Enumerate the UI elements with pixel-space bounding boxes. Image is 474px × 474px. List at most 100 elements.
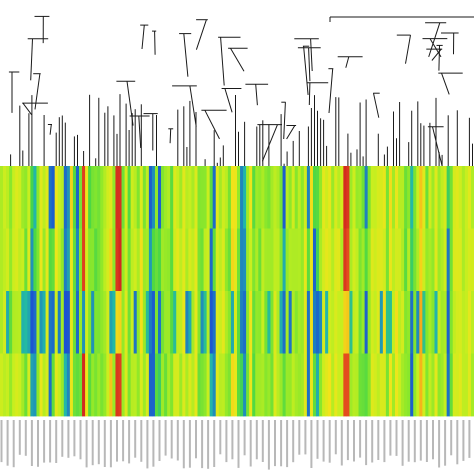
heatmap-cell (115, 353, 119, 417)
heatmap-cell (431, 291, 435, 354)
heatmap-cell (60, 166, 65, 229)
heatmap-cell (337, 166, 341, 229)
heatmap-cell (303, 353, 308, 417)
heatmap-cell (349, 353, 353, 417)
heatmap-cell (188, 228, 192, 292)
heatmap-cell (367, 353, 372, 417)
heatmap-cell (461, 166, 466, 229)
heatmap-cell (382, 353, 387, 417)
heatmap-cell (373, 166, 378, 229)
heatmap-cell (312, 228, 317, 292)
heatmap-cell (191, 353, 195, 417)
column-label-mark (12, 420, 15, 468)
heatmap-cell (18, 291, 22, 354)
heatmap-cell (419, 291, 423, 354)
column-label-mark (79, 420, 82, 460)
heatmap-cell (124, 353, 129, 417)
column-label-mark (97, 420, 100, 465)
heatmap-cell (398, 353, 402, 417)
heatmap-cell (279, 166, 283, 229)
heatmap-cell (97, 228, 101, 292)
heatmap-cell (334, 228, 338, 292)
heatmap-cell (48, 166, 53, 229)
heatmap-cell (203, 228, 208, 292)
column-label-mark (6, 420, 9, 466)
heatmap-cell (118, 291, 122, 354)
heatmap-cell (361, 166, 366, 229)
column-label-mark (116, 420, 118, 462)
heatmap-cell (361, 228, 366, 292)
heatmap-cell (161, 166, 165, 229)
heatmap-cell (151, 291, 156, 354)
heatmap-cell (230, 166, 235, 229)
heatmap-cell (322, 166, 326, 229)
dendrogram-branch (429, 38, 442, 58)
heatmap-cell (325, 228, 329, 292)
heatmap-cell (258, 166, 262, 229)
heatmap-cell (36, 353, 40, 417)
heatmap-cell (440, 291, 445, 354)
heatmap-cell (118, 228, 122, 292)
heatmap-cell (233, 291, 238, 354)
heatmap-cell (385, 228, 390, 292)
heatmap-cell (446, 228, 451, 292)
heatmap-cell (27, 228, 31, 292)
heatmap-cell (288, 228, 293, 292)
heatmap-cell (91, 166, 95, 229)
dendrogram-branch (183, 33, 189, 77)
heatmap-cell (379, 228, 384, 292)
heatmap-cell (142, 228, 147, 292)
heatmap-cell (261, 353, 265, 417)
heatmap-cell (218, 291, 223, 354)
heatmap-cell (416, 291, 420, 354)
heatmap-cell (364, 291, 369, 354)
heatmap-cell (39, 291, 43, 354)
heatmap-cell (273, 166, 277, 229)
heatmap-cell (145, 353, 150, 417)
heatmap-cell (416, 166, 420, 229)
heatmap-cell (398, 228, 402, 292)
heatmap-cell (109, 228, 113, 292)
heatmap-cell (45, 353, 50, 417)
heatmap-cell (285, 353, 290, 417)
heatmap-cell (316, 228, 320, 292)
heatmap-cell (413, 228, 417, 292)
heatmap-cell (370, 291, 375, 354)
heatmap-cell (94, 228, 98, 292)
heatmap-cell (115, 228, 119, 292)
heatmap-cell (395, 291, 399, 354)
heatmap-cell (379, 166, 384, 229)
heatmap-cell (455, 166, 460, 229)
heatmap-cell (42, 228, 46, 292)
column-label-mark (468, 420, 471, 458)
heatmap-cell (194, 228, 198, 292)
column-label-mark (371, 420, 374, 463)
heatmap-cell (328, 166, 332, 229)
heatmap-cell (291, 291, 296, 354)
heatmap-cell (48, 228, 53, 292)
heatmap-cell (452, 353, 457, 417)
heatmap-cell (282, 228, 287, 292)
heatmap-cell (3, 166, 7, 229)
heatmap-cell (112, 228, 116, 292)
column-label-mark (425, 420, 428, 462)
heatmap-cell (154, 353, 159, 417)
heatmap-cell (391, 353, 396, 417)
heatmap-cell (167, 291, 171, 354)
heatmap-cell (112, 353, 116, 417)
heatmap-cell (446, 353, 451, 417)
heatmap-cell (404, 166, 408, 229)
heatmap-cell (464, 353, 469, 417)
heatmap-cell (79, 353, 83, 417)
heatmap-cell (319, 228, 323, 292)
heatmap-cell (428, 291, 432, 354)
heatmap-cell (370, 228, 375, 292)
heatmap-cell (440, 228, 445, 292)
heatmap-cell (164, 166, 168, 229)
heatmap-cell (48, 353, 53, 417)
heatmap-cell (206, 353, 211, 417)
heatmap-cell (121, 353, 125, 417)
heatmap-cell (200, 353, 204, 417)
heatmap-cell (179, 353, 183, 417)
heatmap-cell (449, 228, 454, 292)
